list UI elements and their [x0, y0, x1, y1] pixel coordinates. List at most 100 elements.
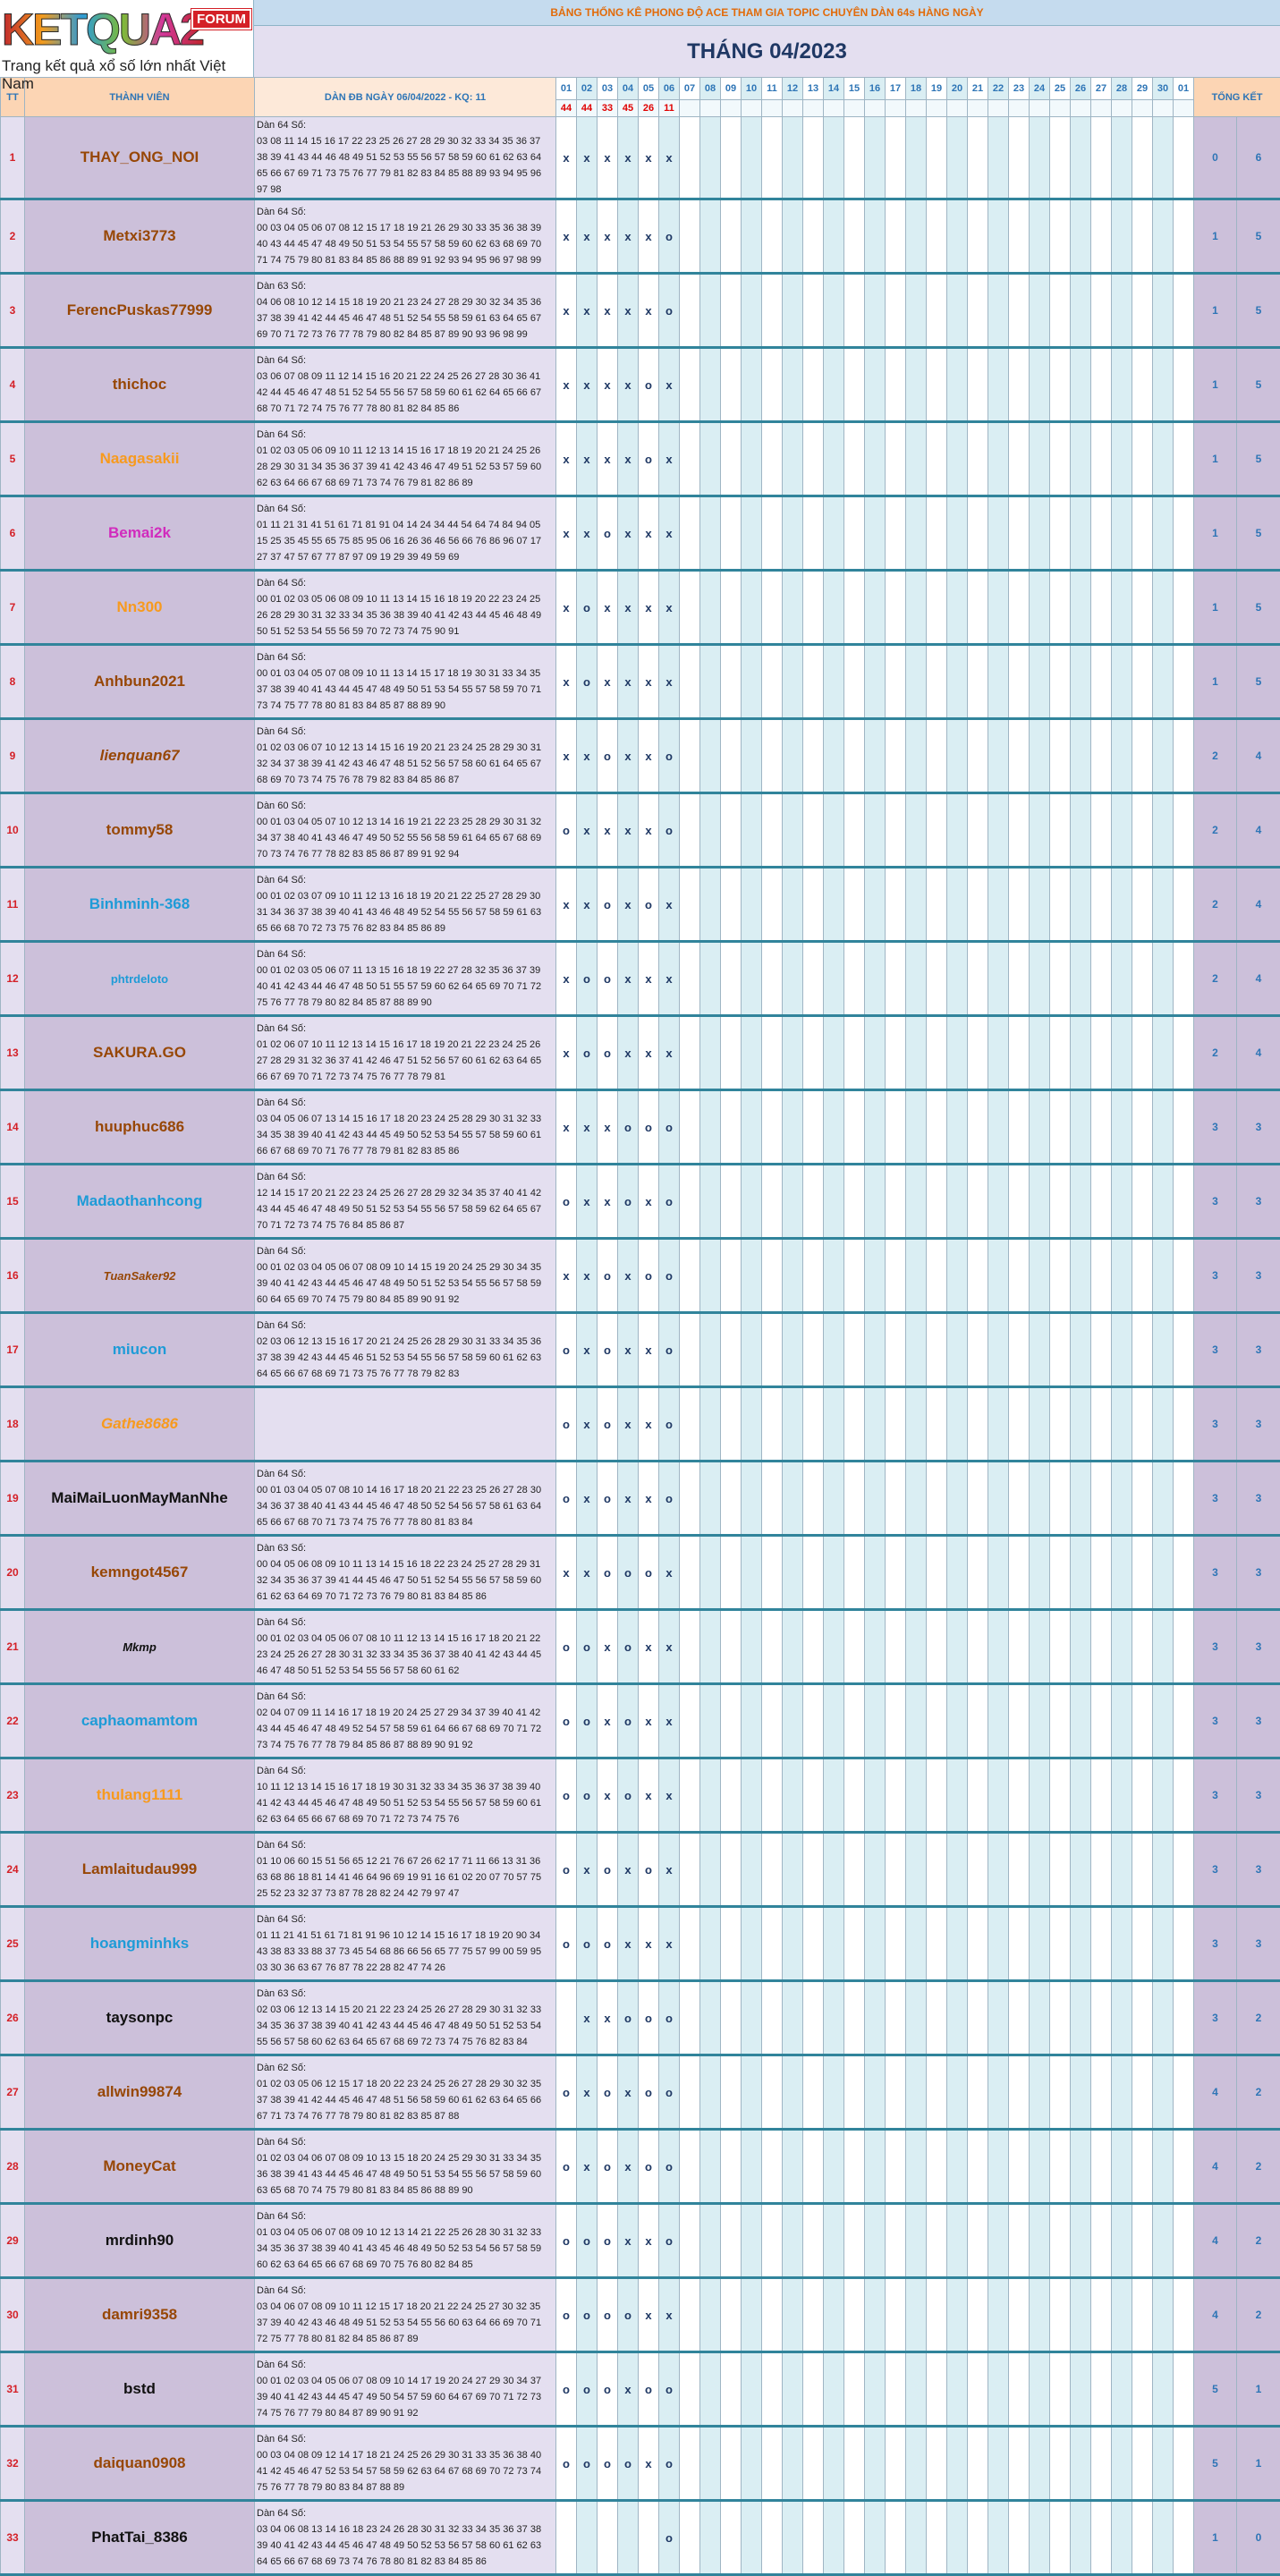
day-mark: [886, 1387, 906, 1462]
summary-o: 4: [1194, 2278, 1237, 2352]
day-mark: [1091, 348, 1112, 422]
result-cell: [1153, 100, 1174, 117]
day-mark: [886, 496, 906, 571]
summary-x: 3: [1237, 1684, 1280, 1758]
day-mark: [844, 2427, 865, 2501]
dan-cell: Dàn 64 Số:03 08 11 14 15 16 17 22 23 25 …: [255, 117, 556, 199]
day-mark: [988, 2130, 1009, 2204]
row-number: 32: [1, 2427, 25, 2501]
day-mark: x: [577, 1462, 598, 1536]
day-mark: o: [577, 942, 598, 1016]
day-mark: [1009, 1684, 1030, 1758]
day-mark: [865, 1981, 886, 2055]
day-mark: [1112, 117, 1132, 199]
day-mark: [844, 793, 865, 868]
day-mark: x: [556, 348, 577, 422]
day-mark: [721, 496, 742, 571]
day-mark: [1153, 1387, 1174, 1462]
dan-label: Dàn 64 Số:: [257, 117, 554, 133]
logo-forum: FORUM: [191, 9, 251, 30]
day-mark: [1009, 422, 1030, 496]
member-name: bstd: [25, 2352, 255, 2427]
header-day: 23: [1009, 78, 1030, 100]
row-number: 25: [1, 1907, 25, 1981]
day-mark: [1030, 2204, 1050, 2278]
day-mark: [1091, 2352, 1112, 2427]
day-mark: [1009, 868, 1030, 942]
member-name: Bemai2k: [25, 496, 255, 571]
day-mark: x: [659, 571, 680, 645]
day-mark: [1091, 1239, 1112, 1313]
day-mark: [1132, 942, 1153, 1016]
summary-x: 3: [1237, 1610, 1280, 1684]
day-mark: [783, 1536, 803, 1610]
day-mark: [639, 2501, 659, 2575]
day-mark: x: [598, 1684, 618, 1758]
summary-x: 4: [1237, 942, 1280, 1016]
day-mark: [988, 1387, 1009, 1462]
day-mark: [1091, 1090, 1112, 1165]
dan-cell: Dàn 64 Số:00 03 04 05 06 07 08 12 15 17 …: [255, 199, 556, 274]
day-mark: [1174, 1387, 1194, 1462]
day-mark: [762, 1833, 783, 1907]
day-mark: [968, 1981, 988, 2055]
summary-o: 3: [1194, 1165, 1237, 1239]
day-mark: [742, 348, 762, 422]
result-cell: [1071, 100, 1091, 117]
day-mark: [783, 348, 803, 422]
day-mark: [968, 1165, 988, 1239]
row-number: 23: [1, 1758, 25, 1833]
day-mark: [680, 2352, 700, 2427]
day-mark: [988, 571, 1009, 645]
day-mark: [1174, 199, 1194, 274]
summary-x: 3: [1237, 1387, 1280, 1462]
summary-o: 4: [1194, 2055, 1237, 2130]
day-mark: [1112, 1981, 1132, 2055]
day-mark: o: [556, 1684, 577, 1758]
day-mark: [1009, 793, 1030, 868]
day-mark: [988, 1684, 1009, 1758]
day-mark: x: [659, 348, 680, 422]
day-mark: [1091, 719, 1112, 793]
day-mark: [824, 2204, 844, 2278]
day-mark: [824, 1387, 844, 1462]
member-name: Nn300: [25, 571, 255, 645]
summary-o: 3: [1194, 1536, 1237, 1610]
member-name: thichoc: [25, 348, 255, 422]
dan-numbers: 01 02 03 04 06 07 08 09 10 13 15 18 20 2…: [257, 2150, 554, 2199]
day-mark: [988, 2278, 1009, 2352]
day-mark: [1112, 2130, 1132, 2204]
result-cell: [927, 100, 947, 117]
day-mark: [1009, 1981, 1030, 2055]
dan-cell: Dàn 64 Số:02 03 06 12 13 15 16 17 20 21 …: [255, 1313, 556, 1387]
dan-numbers: 03 04 06 07 08 09 10 11 12 15 17 18 20 2…: [257, 2299, 554, 2347]
day-mark: [906, 1016, 927, 1090]
day-mark: x: [556, 942, 577, 1016]
summary-x: 3: [1237, 1165, 1280, 1239]
day-mark: [968, 117, 988, 199]
day-mark: x: [639, 719, 659, 793]
day-mark: [927, 496, 947, 571]
day-mark: [680, 274, 700, 348]
day-mark: [742, 2055, 762, 2130]
day-mark: [968, 348, 988, 422]
day-mark: [844, 719, 865, 793]
day-mark: x: [639, 2427, 659, 2501]
summary-x: 4: [1237, 719, 1280, 793]
dan-numbers: 00 03 04 05 06 07 08 12 15 17 18 19 21 2…: [257, 220, 554, 268]
day-mark: [1091, 496, 1112, 571]
dan-label: Dàn 64 Số:: [257, 2431, 554, 2447]
day-mark: [783, 422, 803, 496]
day-mark: [1174, 2501, 1194, 2575]
day-mark: [700, 868, 721, 942]
day-mark: [906, 645, 927, 719]
day-mark: [844, 1239, 865, 1313]
day-mark: [886, 2352, 906, 2427]
day-mark: x: [639, 1165, 659, 1239]
row-number: 21: [1, 1610, 25, 1684]
day-mark: [844, 645, 865, 719]
day-mark: [680, 2055, 700, 2130]
